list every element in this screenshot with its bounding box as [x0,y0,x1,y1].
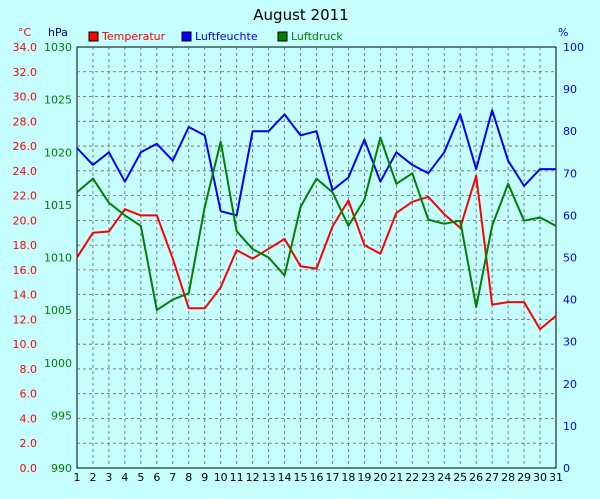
tick-labels: 1 2 3 4 5 6 7 8 9 10 11 12 13 14 15 16 17 18 19 20 21 22 23 24 2… [13,41,585,484]
x-tick-label: 18 [341,471,355,484]
series-line-luftfeuchte [76,109,556,217]
chart-title: August 2011 [253,6,348,24]
humidity-tick-label: 60 [563,209,577,222]
x-tick-label: 12 [246,471,260,484]
humidity-tick-label: 20 [563,378,577,391]
x-tick-label: 30 [533,471,547,484]
temp-tick-label: 10.0 [13,338,38,351]
x-tick-label: 5 [137,471,144,484]
x-tick-label: 4 [121,471,128,484]
pressure-tick-label: 1005 [44,304,72,317]
humidity-tick-label: 80 [563,125,577,138]
x-tick-label: 15 [294,471,308,484]
pressure-tick-label: 1015 [44,199,72,212]
pressure-tick-label: 1000 [44,357,72,370]
x-tick-label: 11 [230,471,244,484]
x-tick-label: 19 [357,471,371,484]
humidity-tick-label: 30 [563,336,577,349]
humidity-tick-label: 10 [563,420,577,433]
humidity-tick-label: 40 [563,294,577,307]
temp-tick-label: 6.0 [20,388,38,401]
series-line-temperatur [76,174,557,331]
temp-tick-label: 30.0 [13,91,38,104]
humidity-tick-label: 50 [563,252,577,265]
series-lines [76,109,557,331]
temp-tick-label: 28.0 [13,115,38,128]
x-tick-label: 13 [262,471,276,484]
x-tick-label: 22 [405,471,419,484]
pressure-unit-label: hPa [48,26,68,39]
x-tick-label: 6 [153,471,160,484]
x-tick-label: 24 [437,471,451,484]
x-tick-label: 31 [549,471,563,484]
pressure-tick-label: 995 [51,409,72,422]
temp-tick-label: 16.0 [13,264,38,277]
x-tick-label: 20 [373,471,387,484]
legend-label-temperatur: Temperatur [101,30,166,43]
temp-tick-label: 14.0 [13,289,38,302]
temp-tick-label: 34.0 [13,41,38,54]
x-tick-label: 25 [453,471,467,484]
legend: Temperatur Luftfeuchte Luftdruck [88,30,343,43]
humidity-tick-label: 100 [563,41,584,54]
temp-tick-label: 0.0 [20,462,38,475]
pressure-tick-label: 1025 [44,94,72,107]
x-tick-label: 23 [421,471,435,484]
x-tick-label: 14 [278,471,292,484]
temp-tick-label: 20.0 [13,214,38,227]
temp-tick-label: 18.0 [13,239,38,252]
temp-tick-label: 4.0 [20,412,38,425]
temp-unit-label: °C [18,26,32,39]
series-line-luftdruck [76,136,557,312]
grid [77,47,556,468]
legend-label-luftfeuchte: Luftfeuchte [195,30,258,43]
x-tick-label: 7 [169,471,176,484]
temp-tick-label: 2.0 [20,437,38,450]
legend-swatch-temperatur [88,31,99,42]
pressure-tick-label: 1010 [44,252,72,265]
x-tick-label: 21 [389,471,403,484]
humidity-tick-label: 90 [563,83,577,96]
temp-tick-label: 22.0 [13,190,38,203]
x-tick-label: 16 [310,471,324,484]
pressure-tick-label: 1020 [44,146,72,159]
temp-tick-label: 12.0 [13,313,38,326]
pressure-tick-label: 1030 [44,41,72,54]
temp-tick-label: 24.0 [13,165,38,178]
legend-label-luftdruck: Luftdruck [291,30,343,43]
x-tick-label: 8 [185,471,192,484]
humidity-tick-label: 0 [563,462,570,475]
temp-tick-label: 26.0 [13,140,38,153]
x-tick-label: 26 [469,471,483,484]
temp-tick-label: 32.0 [13,66,38,79]
legend-swatch-luftdruck [277,31,288,42]
x-tick-label: 17 [325,471,339,484]
x-tick-label: 9 [201,471,208,484]
temp-tick-label: 8.0 [20,363,38,376]
x-tick-label: 27 [485,471,499,484]
humidity-unit-label: % [558,26,568,39]
x-tick-label: 2 [89,471,96,484]
humidity-tick-label: 70 [563,167,577,180]
legend-swatch-luftfeuchte [181,31,192,42]
pressure-tick-label: 990 [51,462,72,475]
x-tick-label: 28 [501,471,515,484]
x-tick-label: 10 [214,471,228,484]
x-tick-label: 1 [74,471,81,484]
x-tick-label: 29 [517,471,531,484]
x-tick-label: 3 [105,471,112,484]
